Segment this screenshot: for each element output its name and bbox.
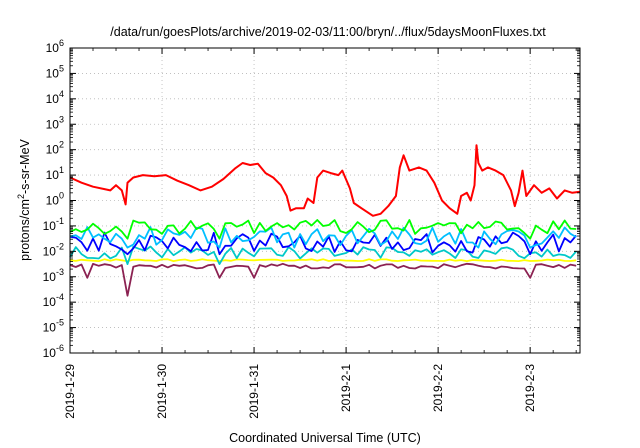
- y-tick-label-exp: 4: [59, 89, 64, 99]
- x-tick-label: 2019-1-31: [247, 364, 261, 419]
- series-line: [69, 219, 577, 240]
- y-tick-label-base: 10: [46, 41, 60, 55]
- y-tick-label: 106: [46, 38, 64, 55]
- y-axis-title-suffix: -s-sr-MeV: [18, 138, 32, 194]
- y-tick-label-base: 10: [43, 321, 57, 335]
- x-tick-label: 2019-2-3: [523, 364, 537, 412]
- y-tick-label: 104: [46, 89, 64, 106]
- y-tick-label: 101: [46, 165, 64, 182]
- x-tick-label: 2019-2-2: [431, 364, 445, 412]
- x-tick-label: 2019-2-1: [339, 364, 353, 412]
- series-layer: [69, 144, 581, 297]
- y-axis-title: protons/cm2-s-sr-MeV: [16, 138, 32, 260]
- y-tick-label-exp: 1: [59, 165, 64, 175]
- series-line: [69, 226, 577, 249]
- y-axis-title-sup: 2: [16, 194, 26, 199]
- y-tick-label-exp: 6: [59, 38, 64, 48]
- y-tick-label: 10-5: [43, 318, 64, 335]
- y-tick-label-base: 10: [46, 117, 60, 131]
- y-tick-label-base: 10: [43, 270, 57, 284]
- y-axis-title-prefix: protons/cm: [18, 199, 32, 261]
- chart-title: /data/run/goesPlots/archive/2019-02-03/1…: [110, 25, 546, 39]
- y-tick-label-base: 10: [43, 244, 57, 258]
- series-line: [69, 262, 577, 297]
- y-tick-label: 10-2: [43, 241, 64, 258]
- y-tick-label-base: 10: [46, 92, 60, 106]
- y-tick-label: 10-4: [43, 292, 64, 309]
- y-tick-label: 10-1: [43, 216, 64, 233]
- x-tick-label: 2019-1-29: [63, 364, 77, 419]
- x-tick-labels: 2019-1-29 2019-1-30 2019-1-31 2019-2-1 2019-…: [63, 364, 537, 419]
- y-tick-label: 10-6: [43, 343, 64, 360]
- y-tick-label: 105: [46, 63, 64, 80]
- series-line: [69, 258, 577, 262]
- y-tick-label-exp: -2: [56, 241, 64, 251]
- x-axis-title: Coordinated Universal Time (UTC): [229, 431, 421, 445]
- y-tick-label-base: 10: [46, 66, 60, 80]
- grid: [70, 48, 580, 353]
- x-tick-label: 2019-1-30: [155, 364, 169, 419]
- y-tick-label: 103: [46, 114, 64, 131]
- y-tick-label-exp: -6: [56, 343, 64, 353]
- y-tick-label: 10-3: [43, 267, 64, 284]
- y-tick-label-base: 10: [43, 295, 57, 309]
- y-tick-label: 100: [46, 191, 64, 208]
- y-tick-label-exp: -3: [56, 267, 64, 277]
- y-tick-label-exp: 0: [59, 191, 64, 201]
- y-tick-label-base: 10: [43, 346, 57, 360]
- y-tick-label: 102: [46, 140, 64, 157]
- y-tick-label-exp: 3: [59, 114, 64, 124]
- y-tick-label-base: 10: [46, 168, 60, 182]
- y-tick-label-exp: -1: [56, 216, 64, 226]
- series-line: [69, 144, 581, 217]
- y-tick-label-exp: 2: [59, 140, 64, 150]
- y-tick-label-base: 10: [43, 219, 57, 233]
- y-tick-labels: 10610510410310210110010-110-210-310-410-…: [43, 38, 64, 360]
- y-tick-label-exp: -5: [56, 318, 64, 328]
- ticks: [69, 47, 580, 354]
- y-tick-label-base: 10: [46, 143, 60, 157]
- series-line: [69, 245, 577, 265]
- y-tick-label-base: 10: [46, 194, 60, 208]
- y-tick-label-exp: 5: [59, 63, 64, 73]
- y-tick-label-exp: -4: [56, 292, 64, 302]
